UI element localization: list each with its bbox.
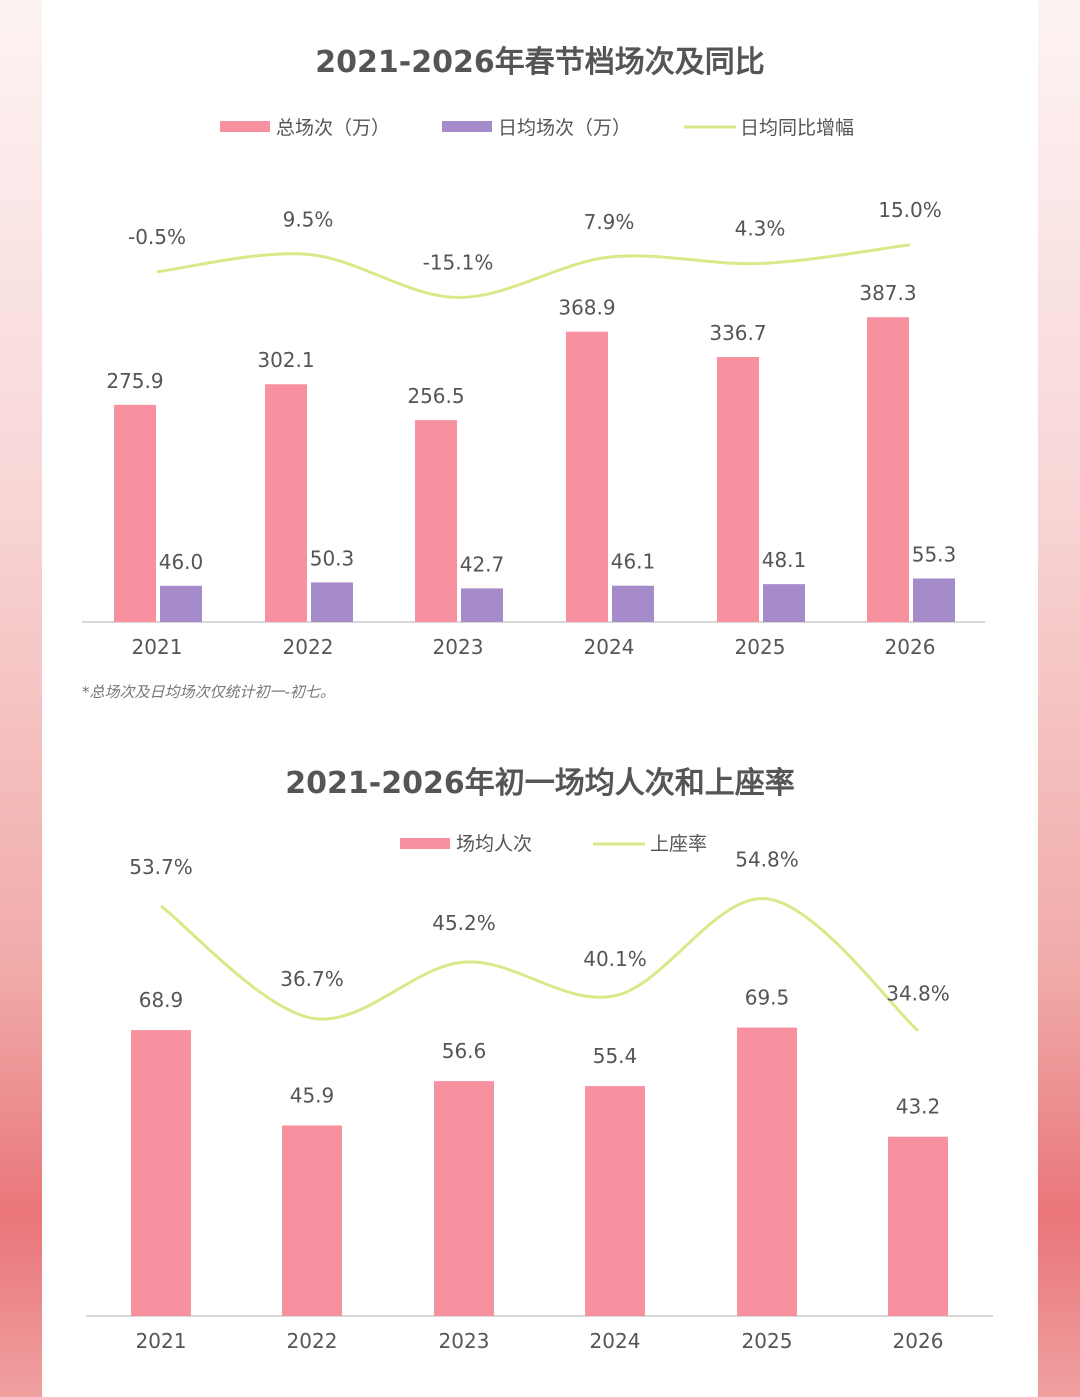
legend-label: 上座率 [650, 833, 707, 855]
data-label: 50.3 [310, 546, 355, 570]
line-label: 40.1% [583, 947, 647, 971]
data-label: 387.3 [859, 281, 916, 305]
legend-swatch [442, 121, 492, 132]
data-label: 368.9 [558, 296, 615, 320]
bar-total [566, 331, 608, 622]
bar-total [114, 404, 156, 622]
bar-avg-attendance [434, 1081, 494, 1316]
line-series [160, 897, 919, 1032]
legend-label: 日均同比增幅 [740, 117, 854, 139]
bar-daily [160, 585, 202, 622]
x-tick-label: 2024 [590, 1329, 641, 1353]
legend-label: 总场次（万） [276, 117, 390, 139]
data-label: 46.0 [159, 550, 204, 574]
bar-daily [311, 582, 353, 622]
legend-label: 日均场次（万） [498, 117, 631, 139]
card [42, 0, 1038, 1397]
line-label: 15.0% [878, 198, 942, 222]
bar-avg-attendance [131, 1030, 191, 1316]
data-label: 256.5 [407, 384, 464, 408]
data-label: 55.3 [912, 542, 957, 566]
legend-swatch [400, 838, 450, 849]
bar-avg-attendance [737, 1027, 797, 1316]
line-label: 36.7% [280, 967, 344, 991]
line-label: -0.5% [128, 225, 186, 249]
x-tick-label: 2021 [132, 635, 183, 659]
line-series [156, 243, 911, 299]
data-label: 43.2 [896, 1095, 941, 1119]
bar-total [867, 317, 909, 622]
x-tick-label: 2025 [735, 635, 786, 659]
bar-daily [913, 578, 955, 622]
line-label: 34.8% [886, 982, 950, 1006]
line-label: 53.7% [129, 855, 193, 879]
footnote: *总场次及日均场次仅统计初一-初七。 [82, 683, 335, 701]
line-label: 4.3% [735, 216, 786, 240]
x-tick-label: 2026 [885, 635, 936, 659]
x-tick-label: 2023 [439, 1329, 490, 1353]
legend-swatch [220, 121, 270, 132]
data-label: 45.9 [290, 1084, 335, 1108]
data-label: 69.5 [745, 986, 790, 1010]
bar-avg-attendance [888, 1136, 948, 1316]
bar-avg-attendance [585, 1086, 645, 1316]
line-label: 9.5% [283, 207, 334, 231]
bar-daily [461, 588, 503, 622]
x-tick-label: 2021 [136, 1329, 187, 1353]
data-label: 42.7 [460, 552, 505, 576]
bar-total [717, 357, 759, 622]
chart-title: 2021-2026年春节档场次及同比 [315, 45, 764, 80]
x-tick-label: 2022 [283, 635, 334, 659]
data-label: 48.1 [762, 548, 807, 572]
data-label: 55.4 [593, 1044, 638, 1068]
line-label: 45.2% [432, 911, 496, 935]
data-label: 336.7 [709, 321, 766, 345]
data-label: 46.1 [611, 550, 656, 574]
bar-daily [612, 585, 654, 622]
line-label: 54.8% [735, 848, 799, 872]
bar-avg-attendance [282, 1125, 342, 1316]
bar-total [415, 420, 457, 622]
x-tick-label: 2025 [742, 1329, 793, 1353]
data-label: 56.6 [442, 1039, 487, 1063]
data-label: 302.1 [257, 348, 314, 372]
line-label: 7.9% [584, 210, 635, 234]
legend-label: 场均人次 [456, 833, 532, 855]
bar-daily [763, 584, 805, 622]
line-label: -15.1% [423, 250, 494, 274]
x-tick-label: 2022 [287, 1329, 338, 1353]
data-label: 275.9 [106, 369, 163, 393]
x-tick-label: 2023 [433, 635, 484, 659]
data-label: 68.9 [139, 988, 184, 1012]
x-tick-label: 2024 [584, 635, 635, 659]
x-tick-label: 2026 [893, 1329, 944, 1353]
bar-total [265, 384, 307, 622]
chart-title: 2021-2026年初一场均人次和上座率 [285, 766, 794, 801]
